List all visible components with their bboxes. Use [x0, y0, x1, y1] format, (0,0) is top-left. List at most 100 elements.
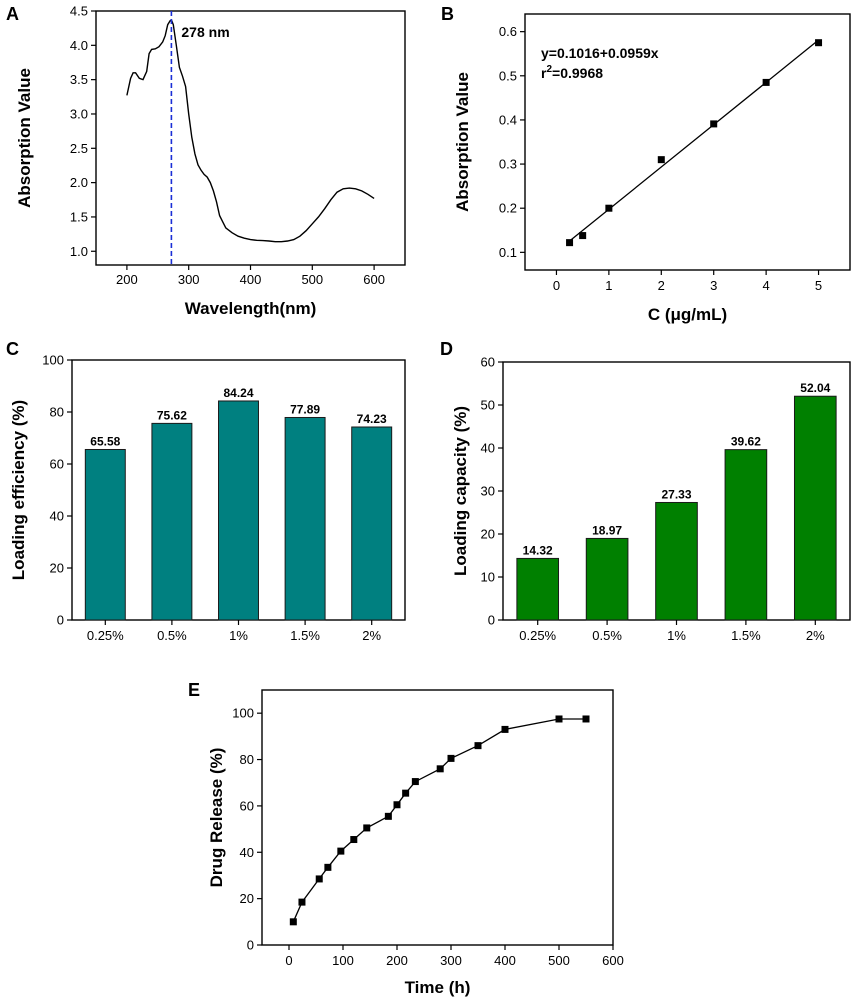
release-point-10: [411, 778, 419, 786]
y-tick-label-b-1: 0.2: [499, 201, 517, 216]
bar-c-4: [351, 426, 393, 621]
calibration-point-1: [579, 232, 587, 240]
bar-value-label-c-1: 75.62: [157, 408, 187, 422]
y-tick-label-e-1: 20: [240, 891, 254, 906]
bar-c-0: [84, 448, 126, 621]
y-tick-label-c-2: 40: [50, 509, 64, 524]
y-tick-label-a-0: 1.0: [70, 244, 88, 259]
y-tick-label-a-7: 4.5: [70, 4, 88, 19]
panel-label-C: C: [6, 339, 19, 359]
y-axis-label-b: Absorption Value: [453, 72, 472, 212]
x-axis-label-b: C (μg/mL): [648, 305, 727, 324]
x-tick-label-e-4: 400: [494, 953, 516, 968]
y-axis-label-c: Loading efficiency (%): [9, 400, 28, 580]
panel-label-D: D: [440, 339, 453, 359]
y-tick-label-e-3: 60: [240, 798, 254, 813]
y-tick-label-b-0: 0.1: [499, 245, 517, 260]
y-tick-label-d-2: 20: [481, 527, 495, 542]
r2-value: =0.9968: [552, 65, 603, 81]
y-tick-label-d-3: 30: [481, 484, 495, 499]
bar-value-label-d-4: 52.04: [800, 381, 830, 395]
plot-frame-e: [261, 689, 614, 946]
release-point-11: [436, 765, 444, 773]
y-tick-label-a-3: 2.5: [70, 141, 88, 156]
r2-symbol: r: [541, 65, 547, 81]
release-point-15: [555, 715, 563, 723]
bar-c-1: [151, 422, 193, 621]
x-tick-label-c-2: 1%: [229, 628, 248, 643]
release-point-6: [363, 824, 371, 832]
x-tick-label-a-1: 300: [178, 272, 200, 287]
x-tick-label-c-3: 1.5%: [290, 628, 320, 643]
y-tick-label-c-5: 100: [42, 353, 64, 368]
y-tick-label-e-5: 100: [232, 706, 254, 721]
panel-label-B: B: [441, 4, 454, 24]
x-tick-label-c-1: 0.5%: [157, 628, 187, 643]
calibration-point-6: [815, 39, 823, 47]
y-tick-label-a-2: 2.0: [70, 175, 88, 190]
bar-value-label-c-3: 77.89: [290, 402, 320, 416]
release-point-3: [324, 863, 332, 871]
bar-d-3: [724, 449, 768, 621]
release-point-1: [298, 898, 306, 906]
x-tick-label-c-4: 2%: [362, 628, 381, 643]
release-point-0: [289, 918, 297, 926]
fit-equation: y=0.1016+0.0959x: [541, 45, 659, 61]
y-tick-label-a-5: 3.5: [70, 72, 88, 87]
y-axis-label-d: Loading capacity (%): [451, 406, 470, 576]
x-tick-label-a-3: 500: [301, 272, 323, 287]
y-tick-label-a-1: 1.5: [70, 209, 88, 224]
x-tick-label-e-0: 0: [285, 953, 292, 968]
release-point-2: [315, 875, 323, 883]
panel-d: D 0 10 20 30 40 50 60 14.32 0.25% 18.97 0.5% 27.33 1%…: [440, 339, 851, 643]
panel-a: A 200 300 400 500 600 1.0 1.5 2.0 2.5 3.0 3.5 4.0 4.5…: [6, 4, 406, 318]
release-point-13: [474, 742, 482, 750]
panel-b: B 0 1 2 3 4 5 0.1 0.2 0.3 0.4 0.5 0.6 y=0.1016+0.0959…: [441, 4, 851, 324]
x-tick-label-d-3: 1.5%: [731, 628, 761, 643]
bar-d-1: [585, 537, 629, 621]
calibration-point-0: [566, 239, 574, 247]
y-tick-label-e-4: 80: [240, 752, 254, 767]
y-tick-label-e-2: 40: [240, 845, 254, 860]
x-tick-label-b-2: 2: [658, 278, 665, 293]
y-tick-label-d-1: 10: [481, 570, 495, 585]
release-curve-line: [292, 718, 586, 923]
x-tick-label-a-2: 400: [240, 272, 262, 287]
y-tick-label-d-6: 60: [481, 355, 495, 370]
calibration-point-3: [657, 156, 665, 164]
release-point-5: [350, 836, 358, 844]
x-axis-label-e: Time (h): [405, 978, 471, 997]
bar-value-label-c-4: 74.23: [357, 412, 387, 426]
y-axis-label-a: Absorption Value: [15, 68, 34, 208]
x-tick-label-d-2: 1%: [667, 628, 686, 643]
peak-annotation: 278 nm: [181, 24, 229, 40]
x-tick-label-a-4: 600: [363, 272, 385, 287]
x-tick-label-e-1: 100: [332, 953, 354, 968]
bar-value-label-d-2: 27.33: [661, 487, 691, 501]
panel-e: E 0 100 200 300 400 500 600 0 20 40 60 80 100 Time (h)…: [188, 680, 624, 997]
release-point-9: [402, 789, 410, 797]
y-tick-label-a-6: 4.0: [70, 38, 88, 53]
y-tick-label-d-0: 0: [488, 613, 495, 628]
x-tick-label-d-1: 0.5%: [592, 628, 622, 643]
release-point-12: [447, 754, 455, 762]
release-point-8: [393, 801, 401, 809]
y-tick-label-c-1: 20: [50, 561, 64, 576]
release-point-14: [501, 725, 509, 733]
x-tick-label-b-0: 0: [553, 278, 560, 293]
y-axis-label-e: Drug Release (%): [207, 748, 226, 888]
panel-label-E: E: [188, 680, 200, 700]
y-tick-label-c-4: 80: [50, 405, 64, 420]
x-tick-label-e-6: 600: [602, 953, 624, 968]
calibration-point-5: [762, 78, 770, 86]
release-point-16: [582, 715, 590, 723]
bar-c-2: [218, 400, 259, 621]
y-tick-label-b-3: 0.4: [499, 112, 517, 127]
panel-label-A: A: [6, 4, 19, 24]
x-axis-label-a: Wavelength(nm): [185, 299, 317, 318]
bar-value-label-d-1: 18.97: [592, 523, 622, 537]
bar-value-label-d-3: 39.62: [731, 435, 761, 449]
release-point-4: [337, 847, 345, 855]
x-tick-label-b-1: 1: [605, 278, 612, 293]
